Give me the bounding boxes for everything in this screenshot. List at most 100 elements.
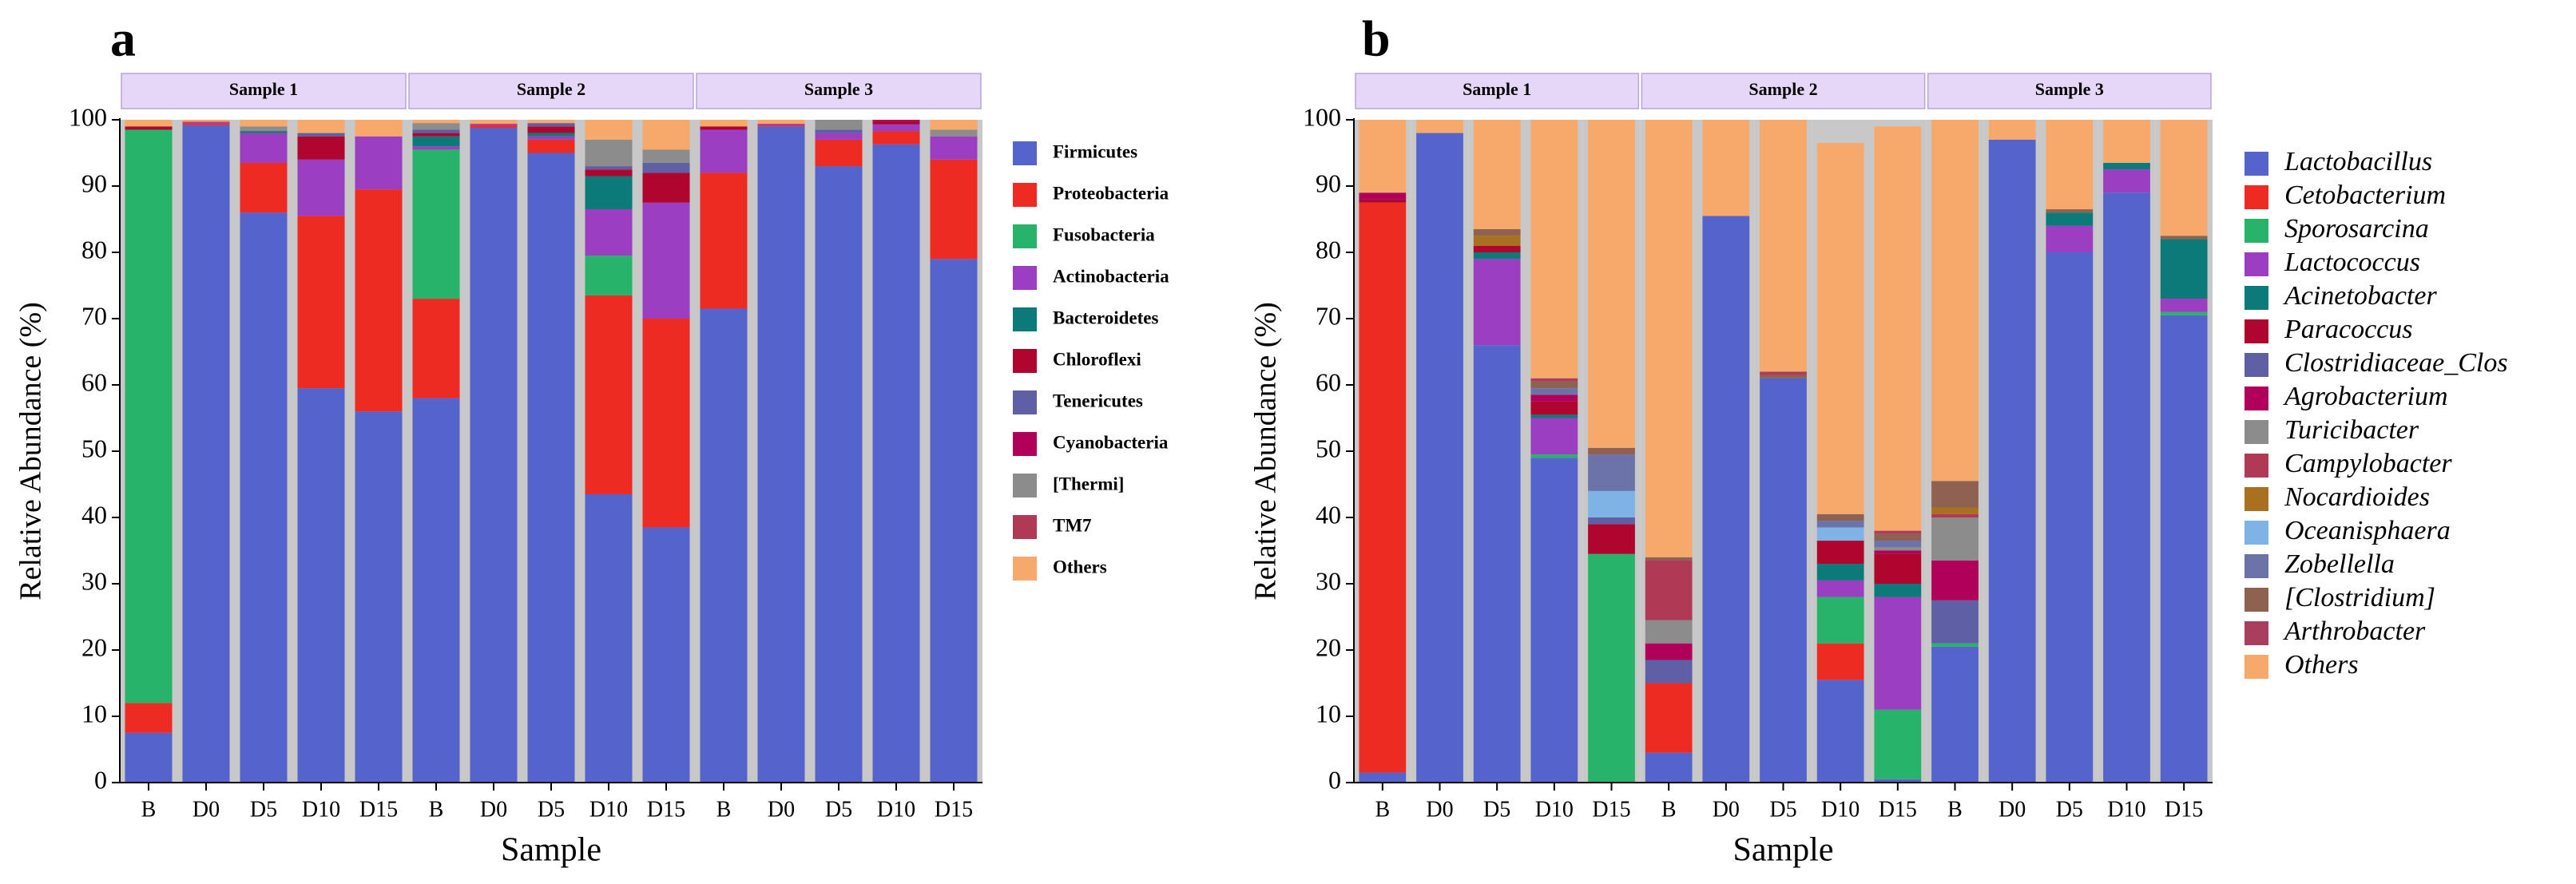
bar-segment [585,256,633,295]
bar-segment [585,295,633,494]
bar-segment [757,125,805,127]
bar-segment [1359,192,1407,200]
legend-label: Sporosarcina [2284,214,2429,244]
bar-segment [585,494,633,783]
bar-segment [1473,120,1521,229]
bar-segment [1816,513,1864,521]
bar-segment [642,149,690,163]
bar-segment [412,149,460,299]
bar-segment [240,131,288,133]
legend-label: Firmicutes [1053,141,1137,161]
legend-swatch [2245,454,2268,478]
y-tick-label: 10 [81,699,107,727]
bar-segment [1645,120,1693,557]
bar-segment [1588,517,1635,525]
bar-segment [1530,458,1578,783]
bar-segment [125,120,173,127]
x-tick-label: D0 [1998,797,2026,822]
bar-segment [1473,245,1521,252]
x-tick-label: D5 [1769,797,1796,822]
bar-segment [1588,447,1635,455]
group-header-label: Sample 1 [1463,79,1531,99]
bar-segment [125,129,173,704]
bar-segment [585,120,633,140]
bar-segment [930,136,978,160]
x-tick-label: D15 [1592,797,1630,822]
bar-segment [1816,643,1864,680]
bar-segment [240,120,288,127]
legend-swatch [1013,224,1037,248]
x-tick-label: D10 [877,797,915,822]
bar-segment [1416,120,1463,133]
x-tick-label: D10 [302,797,340,822]
bar-segment [412,133,460,137]
y-tick-label: 50 [81,434,107,462]
group-header-box [408,73,694,109]
y-tick-label: 70 [1316,301,1341,330]
bar-segment [930,120,978,130]
legend-swatch [2245,655,2268,679]
y-tick-label: 20 [1316,632,1341,661]
legend-label: Arthrobacter [2283,616,2426,646]
group-header-box [696,73,982,109]
legend-label: TM7 [1053,515,1092,535]
bar-segment [1645,683,1693,753]
y-tick-label: 100 [1303,102,1341,131]
bar-segment [872,144,920,783]
bar-segment [585,176,633,210]
x-tick-label: D0 [480,797,507,822]
bar-segment [1931,120,1979,482]
bar-segment [1530,394,1578,402]
panel-label-b: b [1362,10,1391,67]
legend-label: Acinetobacter [2283,281,2437,311]
legend-swatch [2245,487,2268,511]
x-tick-label: D15 [935,797,973,822]
bar-segment [1760,375,1807,379]
y-tick-label: 30 [81,566,107,595]
bar-segment [1760,371,1807,375]
bar-segment [700,308,748,783]
bar-segment [2046,252,2094,783]
y-axis-title: Relative Abundance (%) [14,302,48,601]
bar-segment [412,120,460,124]
bar-segment [2160,239,2208,299]
bar-segment [1816,597,1864,644]
bar-segment [125,703,173,733]
bar-segment [642,120,690,150]
bar-segment [355,120,403,137]
legend-label: Actinobacteria [1053,266,1169,286]
bar-segment [355,411,403,783]
x-axis-title: Sample [1733,832,1834,869]
legend-label: Chloroflexi [1053,349,1141,369]
bars [1354,120,2213,783]
bar-segment [2103,120,2150,163]
legend: Firmicutes Proteobacteria Fusobacteria Acti… [1013,141,1169,581]
legend-label: Lactobacillus [2284,147,2432,176]
bar-segment [1588,120,1635,448]
y-tick-label: 40 [1316,500,1341,529]
y-tick-label: 80 [1316,235,1341,264]
legend-swatch [2245,353,2268,377]
legend-label: Clostridiaceae_Clos [2284,348,2508,378]
bar-segment [355,136,403,190]
x-tick-label: D15 [1879,797,1917,822]
bar-segment [182,125,230,783]
bar-segment [240,212,288,783]
bar-segment [412,146,460,150]
bar-segment [470,125,518,128]
legend-swatch [2245,319,2268,343]
bar-segment [872,124,920,132]
bar-segment [182,123,230,125]
bar-segment [1530,414,1578,418]
bar-segment [2160,236,2208,240]
x-tick-label: D5 [1483,797,1510,822]
bar-segment [2160,311,2208,315]
legend-swatch [1013,349,1037,373]
y-tick-label: 70 [81,301,107,330]
bar-segment [1874,547,1922,551]
bar-segment [1931,481,1979,508]
x-tick-label: D5 [250,797,277,822]
bar-segment [585,166,633,170]
legend-swatch [1013,266,1037,290]
bar-segment [240,133,288,163]
